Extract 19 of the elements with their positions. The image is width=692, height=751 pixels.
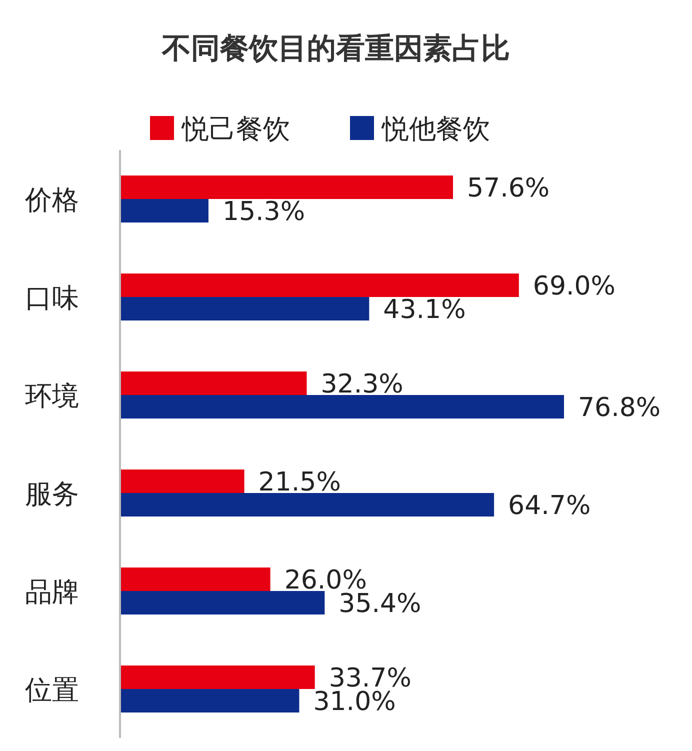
legend-item: 悦他餐饮 [350, 114, 490, 145]
data-label: 32.3% [320, 369, 404, 400]
y-tick-label: 服务 [25, 479, 79, 510]
data-label: 69.0% [532, 271, 616, 302]
legend-item: 悦己餐饮 [150, 114, 290, 145]
data-label: 15.3% [222, 196, 306, 227]
data-label: 76.8% [578, 392, 661, 423]
data-label: 57.6% [467, 173, 550, 204]
data-label: 43.1% [383, 294, 466, 325]
y-tick-label: 品牌 [25, 577, 79, 608]
y-tick-label: 环境 [25, 381, 79, 412]
y-tick-label: 位置 [25, 675, 79, 706]
legend-label: 悦己餐饮 [181, 114, 290, 145]
data-label: 64.7% [508, 490, 591, 521]
y-tick-label: 口味 [25, 283, 79, 314]
data-label: 21.5% [258, 467, 341, 498]
chart-title: 不同餐饮目的看重因素占比 [161, 31, 510, 65]
y-tick-label: 价格 [24, 185, 79, 216]
legend-label: 悦他餐饮 [381, 114, 490, 145]
